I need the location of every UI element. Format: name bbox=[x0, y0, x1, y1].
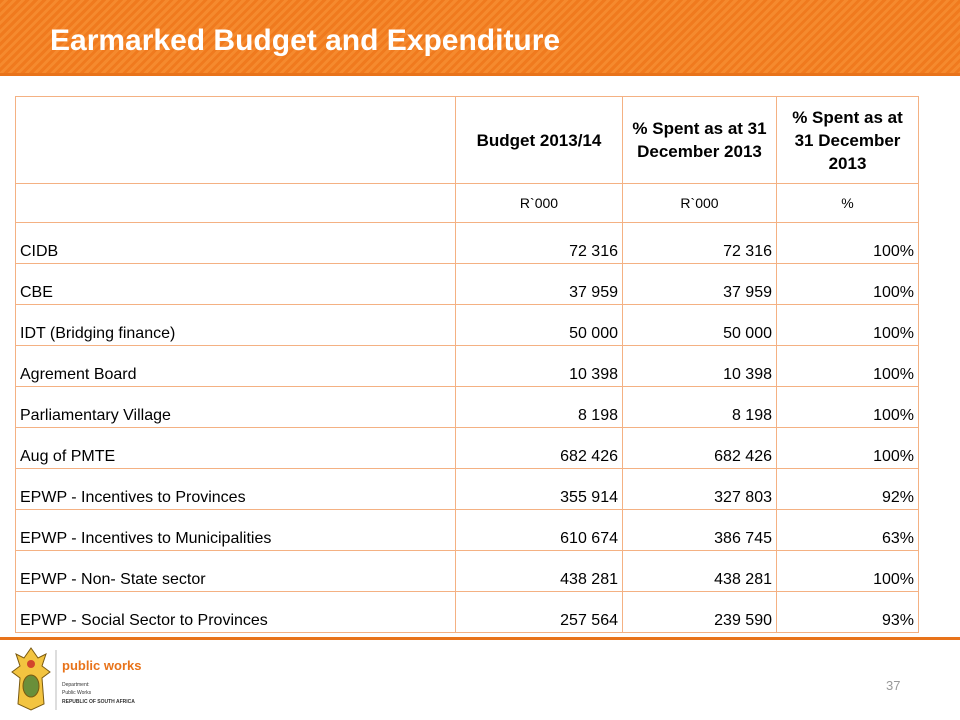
cell: 63% bbox=[776, 509, 919, 551]
cell: R`000 bbox=[622, 183, 777, 223]
cell: 100% bbox=[776, 550, 919, 592]
cell: 257 564 bbox=[455, 591, 623, 633]
cell: 72 316 bbox=[622, 222, 777, 264]
cell: CBE bbox=[15, 263, 456, 305]
cell: 100% bbox=[776, 386, 919, 428]
cell: 438 281 bbox=[455, 550, 623, 592]
logo-line: REPUBLIC OF SOUTH AFRICA bbox=[62, 699, 135, 705]
footer-rule bbox=[0, 637, 960, 640]
cell bbox=[15, 96, 456, 184]
data-row: Parliamentary Village 8 198 8 198 100% bbox=[15, 386, 919, 428]
cell: CIDB bbox=[15, 222, 456, 264]
header-row: Budget 2013/14% Spent as at 31 December … bbox=[15, 96, 919, 184]
data-row: EPWP - Non- State sector 438 281 438 281 10… bbox=[15, 550, 919, 592]
cell: 8 198 bbox=[622, 386, 777, 428]
logo-line: Public Works bbox=[62, 690, 92, 696]
cell: 100% bbox=[776, 427, 919, 469]
cell: 93% bbox=[776, 591, 919, 633]
cell: EPWP - Non- State sector bbox=[15, 550, 456, 592]
cell: 37 959 bbox=[455, 263, 623, 305]
cell: Agrement Board bbox=[15, 345, 456, 387]
cell: 100% bbox=[776, 345, 919, 387]
cell: Parliamentary Village bbox=[15, 386, 456, 428]
data-row: CIDB 72 316 72 316 100% bbox=[15, 222, 919, 264]
cell: 682 426 bbox=[622, 427, 777, 469]
cell: Aug of PMTE bbox=[15, 427, 456, 469]
cell: EPWP - Social Sector to Provinces bbox=[15, 591, 456, 633]
data-row: EPWP - Social Sector to Provinces 257 564… bbox=[15, 591, 919, 633]
logo-line: Department: bbox=[62, 682, 90, 688]
data-row: IDT (Bridging finance) 50 000 50 000 100% bbox=[15, 304, 919, 346]
title: Earmarked Budget and Expenditure bbox=[50, 24, 561, 57]
cell: R`000 bbox=[455, 183, 623, 223]
cell: 327 803 bbox=[622, 468, 777, 510]
cell: 100% bbox=[776, 263, 919, 305]
cell: 100% bbox=[776, 222, 919, 264]
cell: 355 914 bbox=[455, 468, 623, 510]
cell: % bbox=[776, 183, 919, 223]
data-row: Agrement Board 10 398 10 398 100% bbox=[15, 345, 919, 387]
cell: 10 398 bbox=[622, 345, 777, 387]
cell: EPWP - Incentives to Provinces bbox=[15, 468, 456, 510]
cell: 682 426 bbox=[455, 427, 623, 469]
cell: 50 000 bbox=[622, 304, 777, 346]
cell: 239 590 bbox=[622, 591, 777, 633]
cell: 386 745 bbox=[622, 509, 777, 551]
cell: 610 674 bbox=[455, 509, 623, 551]
cell: % Spent as at 31 December 2013 bbox=[622, 96, 777, 184]
cell: 37 959 bbox=[622, 263, 777, 305]
cell: 72 316 bbox=[455, 222, 623, 264]
coat-of-arms bbox=[11, 647, 51, 711]
page-number: 37 bbox=[886, 678, 901, 693]
budget-table: Budget 2013/14% Spent as at 31 December … bbox=[15, 96, 919, 633]
cell: 92% bbox=[776, 468, 919, 510]
data-row: EPWP - Incentives to Municipalities 610 6… bbox=[15, 509, 919, 551]
cell: 50 000 bbox=[455, 304, 623, 346]
data-row: Aug of PMTE 682 426 682 426 100% bbox=[15, 427, 919, 469]
cell: % Spent as at 31 December 2013 bbox=[776, 96, 919, 184]
logo: public works Department: Public Works RE… bbox=[11, 647, 141, 711]
cell: 100% bbox=[776, 304, 919, 346]
cell: EPWP - Incentives to Municipalities bbox=[15, 509, 456, 551]
logo-name: public works bbox=[62, 658, 141, 673]
cell: 8 198 bbox=[455, 386, 623, 428]
cell: 438 281 bbox=[622, 550, 777, 592]
units-row: R`000 R`000% bbox=[15, 183, 919, 223]
cell: 10 398 bbox=[455, 345, 623, 387]
cell: IDT (Bridging finance) bbox=[15, 304, 456, 346]
cell bbox=[15, 183, 456, 223]
data-row: CBE 37 959 37 959 100% bbox=[15, 263, 919, 305]
header-band bbox=[0, 0, 960, 76]
data-row: EPWP - Incentives to Provinces 355 914 327… bbox=[15, 468, 919, 510]
cell: Budget 2013/14 bbox=[455, 96, 623, 184]
